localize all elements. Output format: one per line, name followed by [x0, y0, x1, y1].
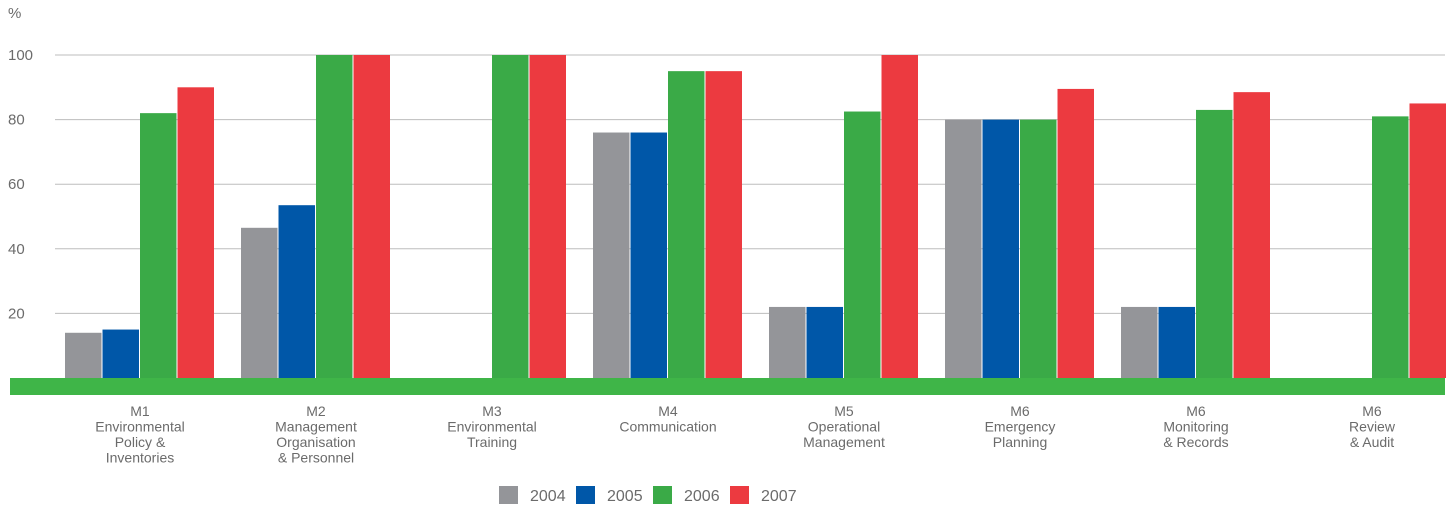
- bar-2007-1: [177, 87, 214, 379]
- bar-2004-2: [241, 227, 278, 378]
- bar-2006-8: [1372, 116, 1409, 379]
- category-label-line: & Personnel: [278, 450, 354, 466]
- bar-2005-4: [630, 132, 667, 378]
- legend-label-2004: 2004: [530, 488, 566, 505]
- baseline-band: [10, 378, 1445, 395]
- y-tick-label: 40: [8, 241, 25, 258]
- category-label-line: Operational: [808, 419, 880, 435]
- legend-swatch-2006: [653, 486, 672, 504]
- bar-2004-5: [769, 306, 806, 378]
- category-label-line: M4: [658, 403, 678, 419]
- category-label: M6 Monitoring & Records: [1163, 403, 1228, 450]
- category-label-line: M5: [834, 403, 854, 419]
- category-label: M1 Environmental Policy & Inventories: [95, 403, 185, 466]
- bars: [65, 55, 1446, 379]
- bar-2005-1: [102, 329, 139, 378]
- bar-2007-2: [353, 55, 390, 378]
- bar-2007-4: [705, 71, 742, 379]
- bar-2005-7: [1158, 306, 1195, 378]
- category-label-line: Planning: [993, 434, 1048, 450]
- category-label-line: Review: [1349, 419, 1396, 435]
- category-label-line: M6: [1186, 403, 1206, 419]
- category-label-line: Communication: [619, 419, 716, 435]
- legend-swatch-2004: [499, 486, 518, 504]
- bar-2004-7: [1121, 306, 1158, 378]
- category-label-line: M6: [1010, 403, 1030, 419]
- bar-2005-5: [806, 306, 843, 378]
- legend: 2004 2005 2006 2007: [499, 486, 797, 505]
- category-label-line: Emergency: [985, 419, 1056, 435]
- category-label-line: M6: [1362, 403, 1382, 419]
- category-label-line: M2: [306, 403, 326, 419]
- bar-2007-7: [1233, 92, 1270, 379]
- y-tick-label: 80: [8, 112, 25, 129]
- bar-2006-1: [140, 113, 177, 378]
- y-tick-label: 60: [8, 176, 25, 193]
- category-label-line: Monitoring: [1163, 419, 1228, 435]
- category-label-line: Inventories: [106, 450, 174, 466]
- bar-2006-5: [844, 111, 881, 379]
- category-label: M4 Communication: [619, 403, 716, 435]
- bar-2007-8: [1409, 103, 1446, 378]
- bar-2007-6: [1057, 88, 1094, 378]
- bar-2005-2: [278, 205, 315, 378]
- bar-2006-3: [492, 55, 529, 378]
- legend-label-2007: 2007: [761, 488, 797, 505]
- y-tick-label: 100: [8, 47, 33, 64]
- bar-2007-3: [529, 55, 566, 378]
- y-axis-unit-label: %: [8, 5, 21, 22]
- bar-2005-6: [982, 119, 1019, 378]
- bar-2007-5: [881, 55, 918, 378]
- legend-label-2006: 2006: [684, 488, 720, 505]
- category-label-line: M3: [482, 403, 502, 419]
- category-label-line: Management: [803, 434, 885, 450]
- category-label: M6 Review & Audit: [1349, 403, 1396, 450]
- bar-2006-7: [1196, 109, 1233, 378]
- y-tick-labels: 20 40 60 80 100: [8, 47, 33, 322]
- category-label: M3 Environmental Training: [447, 403, 537, 450]
- bar-2004-6: [945, 119, 982, 378]
- category-label-line: Environmental: [95, 419, 185, 435]
- category-label-line: & Audit: [1350, 434, 1394, 450]
- category-label-line: Training: [467, 434, 517, 450]
- category-label: M5 Operational Management: [803, 403, 885, 450]
- legend-swatch-2005: [576, 486, 595, 504]
- category-label-line: Environmental: [447, 419, 537, 435]
- category-label-line: Organisation: [276, 434, 355, 450]
- bar-2006-2: [316, 55, 353, 378]
- legend-label-2005: 2005: [607, 488, 643, 505]
- bar-2006-4: [668, 71, 705, 379]
- y-tick-label: 20: [8, 305, 25, 322]
- bar-2006-6: [1020, 119, 1057, 378]
- category-label-line: Policy &: [115, 434, 166, 450]
- category-label-line: & Records: [1163, 434, 1228, 450]
- category-label-line: M1: [130, 403, 150, 419]
- legend-swatch-2007: [730, 486, 749, 504]
- bar-2004-4: [593, 132, 630, 378]
- category-label-line: Management: [275, 419, 357, 435]
- category-label: M2 Management Organisation & Personnel: [275, 403, 357, 466]
- category-label: M6 Emergency Planning: [985, 403, 1056, 450]
- bar-2004-1: [65, 332, 102, 378]
